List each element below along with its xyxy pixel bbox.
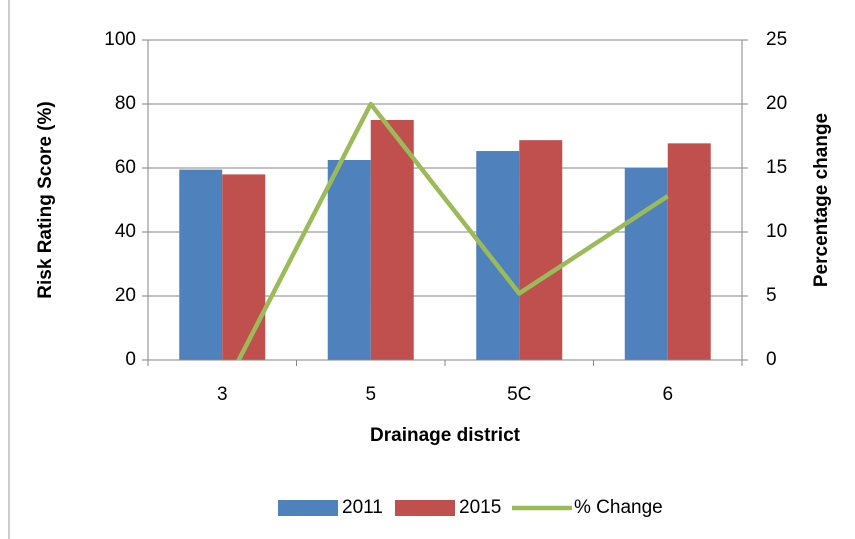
line-series <box>236 101 669 360</box>
x-tick-label: 5C <box>507 384 531 405</box>
y2-axis-title: Percentage change <box>811 113 832 287</box>
y-tick-label: 100 <box>104 29 136 50</box>
y2-tick-label: 25 <box>766 29 787 50</box>
y2-tick-label: 15 <box>766 157 787 178</box>
x-tick-label: 6 <box>662 384 673 405</box>
y-tick-label: 60 <box>115 157 136 178</box>
line-layer <box>236 101 669 360</box>
y2-tick-label: 0 <box>766 349 777 370</box>
bar <box>519 140 563 360</box>
y2-tick-label: 5 <box>766 285 777 306</box>
y2-tick-label: 20 <box>766 93 787 114</box>
x-tick-label: 5 <box>365 384 376 405</box>
y-tick-label: 0 <box>125 349 136 370</box>
y-tick-label: 80 <box>115 93 136 114</box>
bar <box>179 169 223 360</box>
legend-label: 2011 <box>342 497 383 518</box>
bar <box>327 160 371 360</box>
bar <box>370 120 414 360</box>
y2-tick-label: 10 <box>766 221 787 242</box>
x-axis-title: Drainage district <box>370 425 521 446</box>
x-tick-label: 3 <box>217 384 228 405</box>
bar <box>624 168 668 360</box>
bar <box>476 151 520 360</box>
legend-label: 2015 <box>459 497 501 518</box>
y-axis-title: Risk Rating Score (%) <box>35 101 56 298</box>
legend-swatch <box>278 500 338 516</box>
bar <box>667 143 711 360</box>
legend-swatch <box>395 500 455 516</box>
y-tick-label: 40 <box>115 221 136 242</box>
y-tick-label: 20 <box>115 285 136 306</box>
bar <box>222 174 266 360</box>
legend-label: % Change <box>574 497 663 518</box>
